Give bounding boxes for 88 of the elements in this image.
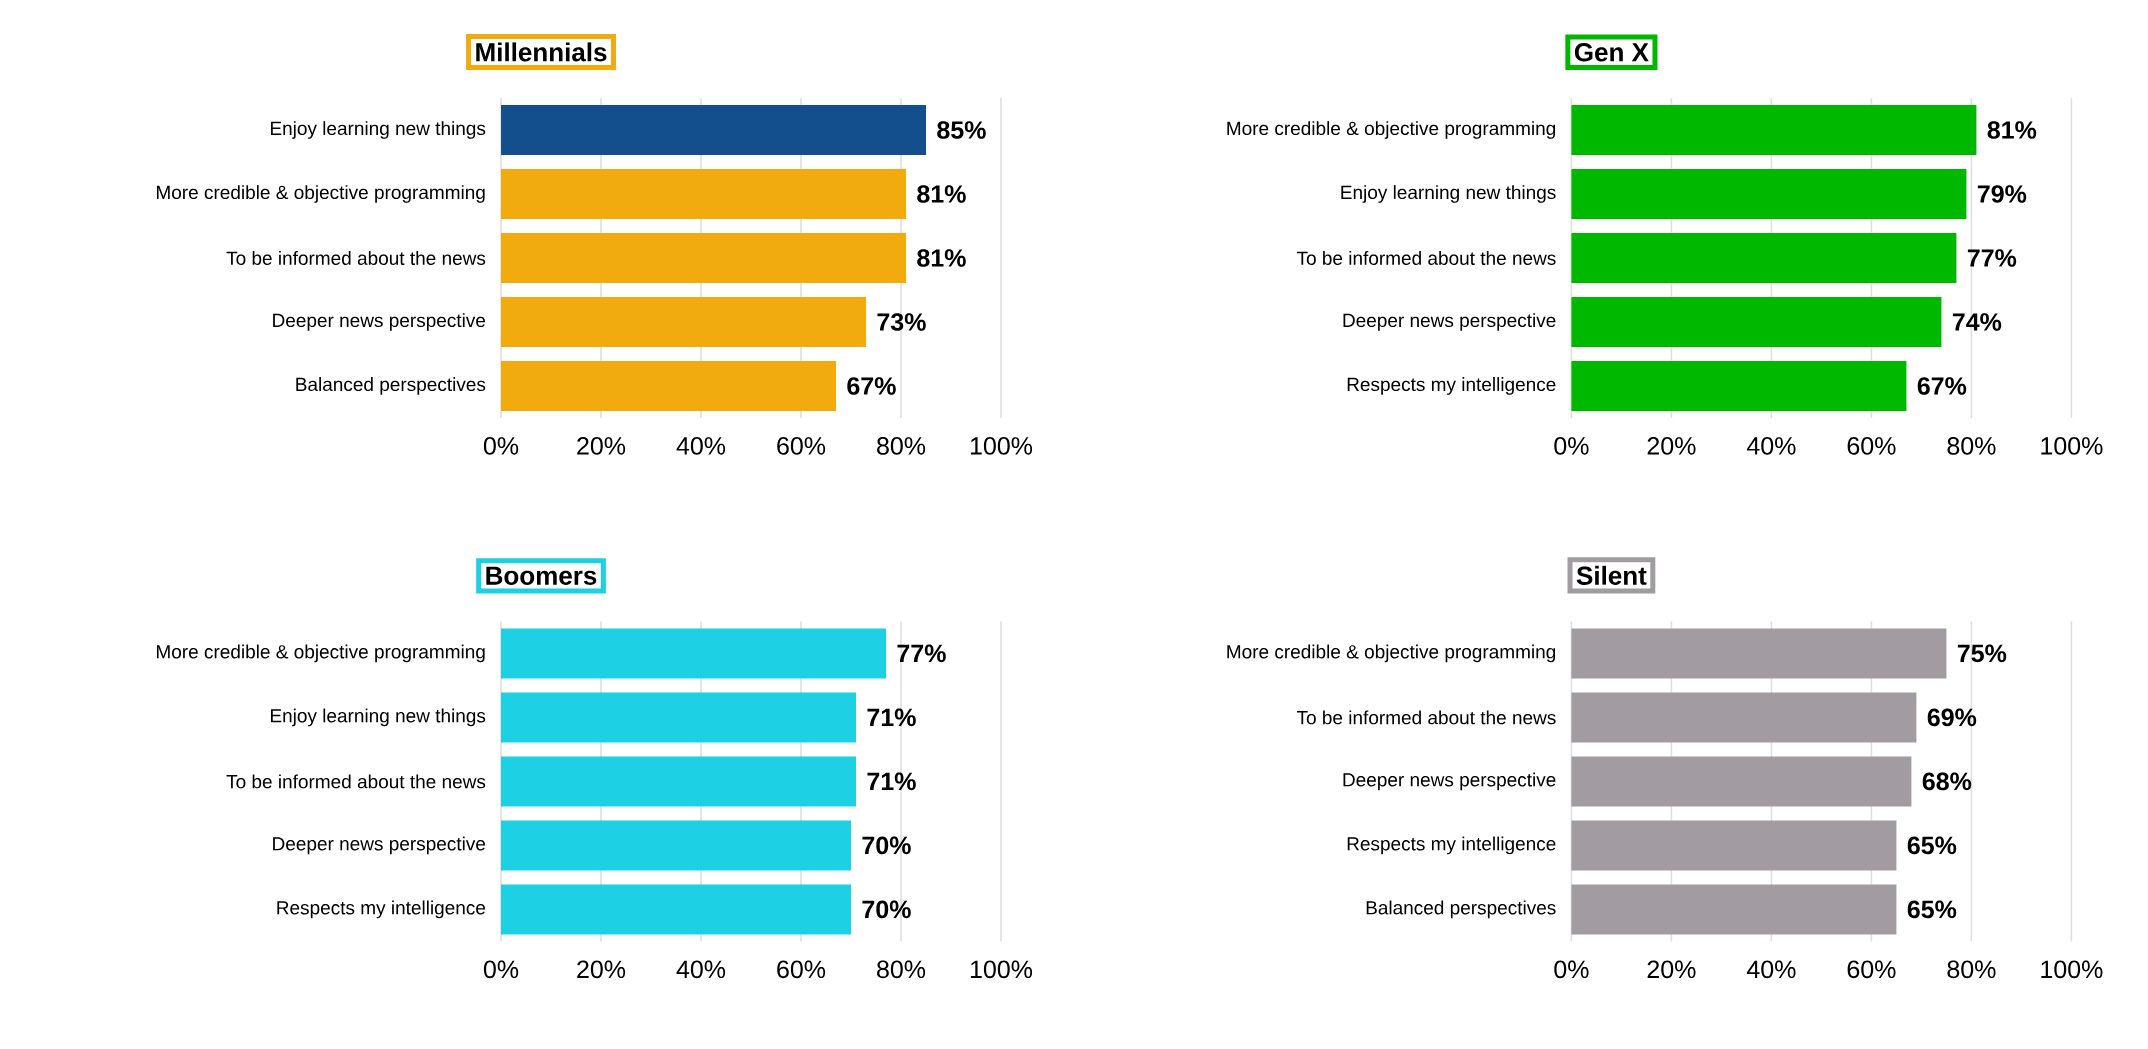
x-tick-label: 0% bbox=[1554, 960, 1589, 979]
x-tick-label: 40% bbox=[1746, 960, 1796, 979]
x-tick-label: 40% bbox=[676, 437, 726, 455]
data-label: 67% bbox=[847, 377, 896, 395]
data-label: 70% bbox=[862, 836, 911, 855]
bar bbox=[501, 232, 907, 283]
bar bbox=[1571, 756, 1912, 807]
bar bbox=[1571, 232, 1957, 283]
data-label: 81% bbox=[1987, 121, 2037, 139]
bar bbox=[1571, 692, 1917, 743]
bar bbox=[501, 756, 857, 807]
x-tick-label: 20% bbox=[577, 960, 626, 979]
x-tick-label: 0% bbox=[483, 960, 519, 979]
x-tick-label: 100% bbox=[2041, 437, 2103, 455]
y-tick-label: Enjoy learning new things bbox=[270, 121, 486, 139]
bar bbox=[501, 820, 852, 871]
bar bbox=[1571, 104, 1977, 155]
data-label: 73% bbox=[877, 313, 926, 331]
data-label: 75% bbox=[1957, 644, 2007, 663]
bar bbox=[1571, 884, 1897, 935]
chart-title: Silent bbox=[1576, 565, 1647, 585]
x-tick-label: 40% bbox=[1746, 437, 1796, 455]
x-tick-label: 80% bbox=[877, 960, 926, 979]
bar bbox=[1571, 820, 1897, 871]
x-tick-label: 60% bbox=[1847, 437, 1896, 455]
x-tick-label: 20% bbox=[577, 437, 626, 455]
data-label: 81% bbox=[917, 185, 966, 203]
data-label: 74% bbox=[1952, 313, 2002, 331]
bar bbox=[1571, 628, 1947, 679]
x-tick-label: 60% bbox=[1847, 960, 1896, 979]
y-tick-label: More credible & objective programming bbox=[1227, 644, 1556, 663]
data-label: 79% bbox=[1977, 185, 2027, 203]
data-label: 65% bbox=[1907, 900, 1957, 919]
x-tick-label: 60% bbox=[777, 437, 826, 455]
y-tick-label: Respects my intelligence bbox=[1347, 377, 1556, 395]
bar bbox=[1571, 168, 1967, 219]
y-tick-label: Balanced perspectives bbox=[296, 377, 486, 395]
y-tick-label: To be informed about the news bbox=[226, 251, 486, 265]
x-tick-label: 0% bbox=[1554, 437, 1589, 455]
data-label: 77% bbox=[1967, 249, 2017, 267]
y-tick-label: Enjoy learning new things bbox=[1341, 185, 1556, 203]
data-label: 70% bbox=[862, 900, 911, 919]
x-tick-label: 0% bbox=[483, 437, 519, 455]
x-tick-label: 20% bbox=[1647, 437, 1696, 455]
x-tick-label: 100% bbox=[2041, 960, 2103, 979]
y-tick-label: Enjoy learning new things bbox=[270, 708, 486, 727]
y-tick-label: Deeper news perspective bbox=[273, 313, 486, 331]
x-tick-label: 80% bbox=[1947, 437, 1996, 455]
x-tick-label: 80% bbox=[1947, 960, 1996, 979]
x-tick-label: 40% bbox=[676, 960, 726, 979]
y-tick-label: More credible & objective programming bbox=[156, 185, 485, 203]
data-label: 81% bbox=[917, 249, 966, 267]
data-label: 71% bbox=[867, 708, 916, 727]
y-tick-label: To be informed about the news bbox=[1296, 710, 1556, 725]
y-tick-label: More credible & objective programming bbox=[1227, 121, 1556, 139]
x-tick-label: 100% bbox=[970, 960, 1033, 979]
bar bbox=[501, 168, 907, 219]
chart-title: Gen X bbox=[1574, 43, 1649, 62]
data-label: 69% bbox=[1927, 708, 1977, 727]
y-tick-label: More credible & objective programming bbox=[156, 644, 485, 663]
data-label: 85% bbox=[937, 121, 986, 139]
data-label: 71% bbox=[867, 772, 916, 791]
data-label: 67% bbox=[1917, 377, 1967, 395]
y-tick-label: Balanced perspectives bbox=[1366, 900, 1556, 919]
x-tick-label: 60% bbox=[777, 960, 826, 979]
bar bbox=[501, 628, 887, 679]
x-tick-label: 80% bbox=[877, 437, 926, 455]
bar bbox=[501, 296, 867, 347]
data-label: 68% bbox=[1922, 772, 1972, 791]
x-tick-label: 20% bbox=[1647, 960, 1696, 979]
y-tick-label: Respects my intelligence bbox=[277, 900, 486, 919]
bar bbox=[1571, 360, 1907, 411]
chart-title: Millennials bbox=[476, 42, 607, 62]
data-label: 65% bbox=[1907, 836, 1957, 855]
y-tick-label: Respects my intelligence bbox=[1347, 836, 1556, 855]
bar bbox=[501, 692, 857, 743]
y-tick-label: Deeper news perspective bbox=[1343, 313, 1556, 331]
y-tick-label: To be informed about the news bbox=[1296, 251, 1556, 265]
bar bbox=[1571, 296, 1942, 347]
x-tick-label: 100% bbox=[970, 437, 1033, 455]
y-tick-label: To be informed about the news bbox=[226, 774, 486, 789]
data-label: 77% bbox=[897, 644, 946, 663]
bar bbox=[501, 360, 837, 411]
bar bbox=[501, 104, 927, 155]
chart-title: Boomers bbox=[486, 566, 597, 585]
bar bbox=[501, 884, 852, 935]
y-tick-label: Deeper news perspective bbox=[1343, 772, 1556, 791]
y-tick-label: Deeper news perspective bbox=[273, 836, 486, 855]
